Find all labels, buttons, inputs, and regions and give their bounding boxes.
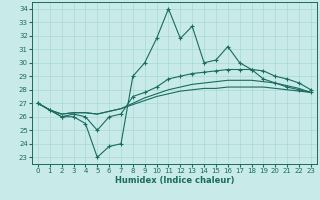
X-axis label: Humidex (Indice chaleur): Humidex (Indice chaleur) (115, 176, 234, 185)
